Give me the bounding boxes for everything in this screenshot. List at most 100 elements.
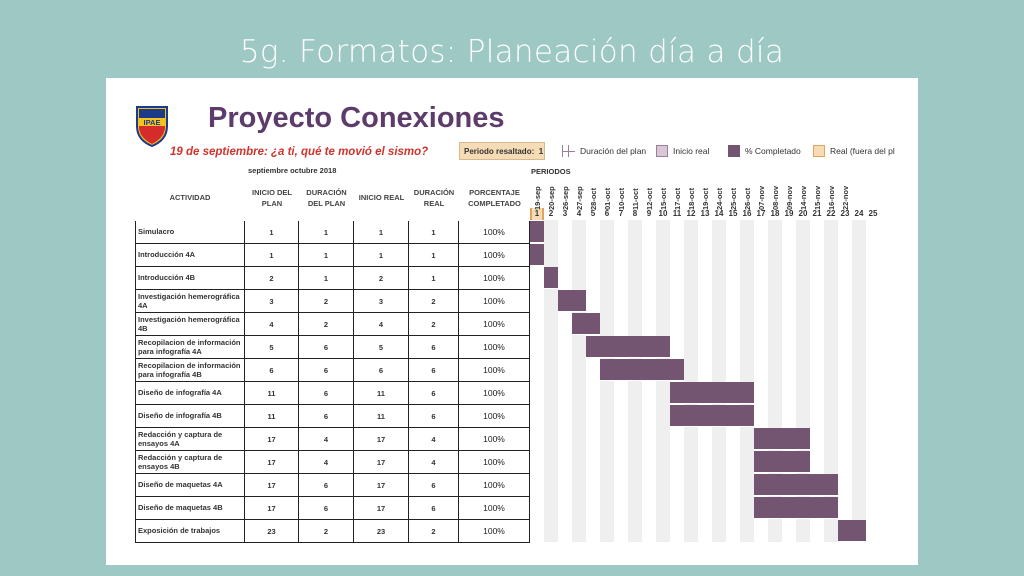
percent-complete-cell: 100% xyxy=(459,221,530,244)
table-row[interactable]: Introducción 4B 2 1 2 1 100% xyxy=(135,267,530,290)
table-row[interactable]: Diseño de maquetas 4B 17 6 17 6 100% xyxy=(135,497,530,520)
gantt-bar[interactable] xyxy=(572,313,600,335)
gantt-bar[interactable] xyxy=(530,244,544,266)
table-row[interactable]: Simulacro 1 1 1 1 100% xyxy=(135,221,530,244)
gantt-bar[interactable] xyxy=(670,382,754,404)
real-duration-cell: 6 xyxy=(409,336,459,359)
gantt-bar[interactable] xyxy=(754,428,810,450)
period-date-label: 20-sep xyxy=(544,178,558,210)
activity-name: Recopilacion de información para infogra… xyxy=(135,336,245,359)
table-row[interactable]: Recopilacion de información para infogra… xyxy=(135,336,530,359)
legend-item-real-start: Inicio real xyxy=(656,143,709,159)
gantt-bar[interactable] xyxy=(754,451,810,473)
real-start-cell: 4 xyxy=(354,313,409,336)
real-start-cell: 17 xyxy=(354,497,409,520)
activity-name: Introducción 4B xyxy=(135,267,245,290)
percent-complete-cell: 100% xyxy=(459,290,530,313)
period-number: 6 xyxy=(604,209,610,218)
gantt-bar[interactable] xyxy=(838,520,866,542)
gantt-bar[interactable] xyxy=(586,336,670,358)
plan-duration-cell: 6 xyxy=(299,497,354,520)
activity-name: Redacción y captura de ensayos 4A xyxy=(135,428,245,451)
percent-complete-cell: 100% xyxy=(459,474,530,497)
ipae-logo: IPAE xyxy=(136,106,168,148)
period-date-label: 07-nov xyxy=(754,178,768,210)
table-row[interactable]: Diseño de maquetas 4A 17 6 17 6 100% xyxy=(135,474,530,497)
legend-item-complete: % Completado xyxy=(728,143,801,159)
gantt-bar[interactable] xyxy=(544,267,558,289)
gantt-column xyxy=(656,220,670,542)
real-start-cell: 11 xyxy=(354,382,409,405)
period-date-text: 15-nov xyxy=(813,185,822,210)
period-date-text: 19-sep xyxy=(533,186,542,210)
gantt-bar[interactable] xyxy=(600,359,684,381)
plan-start-cell: 17 xyxy=(245,474,299,497)
gantt-column xyxy=(740,220,754,542)
gantt-bar[interactable] xyxy=(558,290,586,312)
plan-duration-cell: 2 xyxy=(299,290,354,313)
period-number: 13 xyxy=(700,209,710,218)
gantt-bar[interactable] xyxy=(670,405,754,427)
real-start-cell: 5 xyxy=(354,336,409,359)
real-duration-cell: 4 xyxy=(409,428,459,451)
period-date-text: 18-oct xyxy=(687,187,696,210)
table-row[interactable]: Redacción y captura de ensayos 4A 17 4 17 4 1… xyxy=(135,428,530,451)
plan-duration-cell: 1 xyxy=(299,267,354,290)
table-row[interactable]: Diseño de infografía 4B 11 6 11 6 100% xyxy=(135,405,530,428)
slide-title: 5g. Formatos: Planeación día a día xyxy=(239,34,785,70)
gantt-bar[interactable] xyxy=(754,497,838,519)
legend-label: Real (fuera del pl xyxy=(830,146,895,156)
plan-start-cell: 17 xyxy=(245,497,299,520)
gantt-column xyxy=(698,220,712,542)
gantt-column xyxy=(824,220,838,542)
period-date-label: 25-oct xyxy=(726,178,740,210)
percent-complete-cell: 100% xyxy=(459,336,530,359)
period-date-text: 15-oct xyxy=(659,187,668,210)
real-start-cell: 6 xyxy=(354,359,409,382)
gantt-column xyxy=(810,220,824,542)
period-date-text: 12-oct xyxy=(645,187,654,210)
real-start-cell: 17 xyxy=(354,474,409,497)
period-date-text: 17-oct xyxy=(673,187,682,210)
gantt-bar[interactable] xyxy=(754,474,838,496)
real-duration-cell: 6 xyxy=(409,382,459,405)
period-date-text: 01-oct xyxy=(603,187,612,210)
period-date-label: 24-oct xyxy=(712,178,726,210)
plan-duration-cell: 1 xyxy=(299,244,354,267)
period-number: 15 xyxy=(728,209,738,218)
table-row[interactable]: Recopilacion de información para infogra… xyxy=(135,359,530,382)
period-number: 5 xyxy=(590,209,596,218)
activity-name: Diseño de infografía 4A xyxy=(135,382,245,405)
table-row[interactable]: Investigación hemerográfica 4A 3 2 3 2 100% xyxy=(135,290,530,313)
period-number: 24 xyxy=(854,209,864,218)
period-number: 10 xyxy=(658,209,668,218)
table-row[interactable]: Introducción 4A 1 1 1 1 100% xyxy=(135,244,530,267)
highlighted-period-box[interactable]: Periodo resaltado: 1 xyxy=(459,142,545,160)
column-header-real-start: INICIO REAL xyxy=(358,193,405,203)
table-row[interactable]: Investigación hemerográfica 4B 4 2 4 2 100% xyxy=(135,313,530,336)
column-header-plan-duration: DURACIÓN DEL PLAN xyxy=(306,187,347,208)
period-date-label: 17-oct xyxy=(670,178,684,210)
column-header-percent: PORCENTAJE COMPLETADO xyxy=(468,187,521,208)
real-duration-cell: 6 xyxy=(409,359,459,382)
table-row[interactable]: Exposición de trabajos 23 2 23 2 100% xyxy=(135,520,530,543)
period-date-text: 27-sep xyxy=(575,186,584,210)
gantt-column xyxy=(614,220,628,542)
plan-start-cell: 11 xyxy=(245,405,299,428)
table-row[interactable]: Redacción y captura de ensayos 4B 17 4 17 4 1… xyxy=(135,451,530,474)
period-date-label: 22-nov xyxy=(838,178,852,210)
period-label: Periodo resaltado: xyxy=(464,146,535,156)
period-date-text: 09-nov xyxy=(785,185,794,210)
real-start-cell: 3 xyxy=(354,290,409,313)
period-number: 23 xyxy=(840,209,850,218)
period-date-text: 16-nov xyxy=(827,185,836,210)
real-duration-cell: 6 xyxy=(409,474,459,497)
legend-label: Duración del plan xyxy=(580,146,647,156)
legend-label: Inicio real xyxy=(673,146,710,156)
legend-item-plan: Duración del plan xyxy=(562,143,646,159)
gantt-bar[interactable] xyxy=(530,221,544,243)
period-date-text: 25-oct xyxy=(729,187,738,210)
percent-complete-cell: 100% xyxy=(459,428,530,451)
period-date-label: 11-oct xyxy=(628,178,642,210)
table-row[interactable]: Diseño de infografía 4A 11 6 11 6 100% xyxy=(135,382,530,405)
